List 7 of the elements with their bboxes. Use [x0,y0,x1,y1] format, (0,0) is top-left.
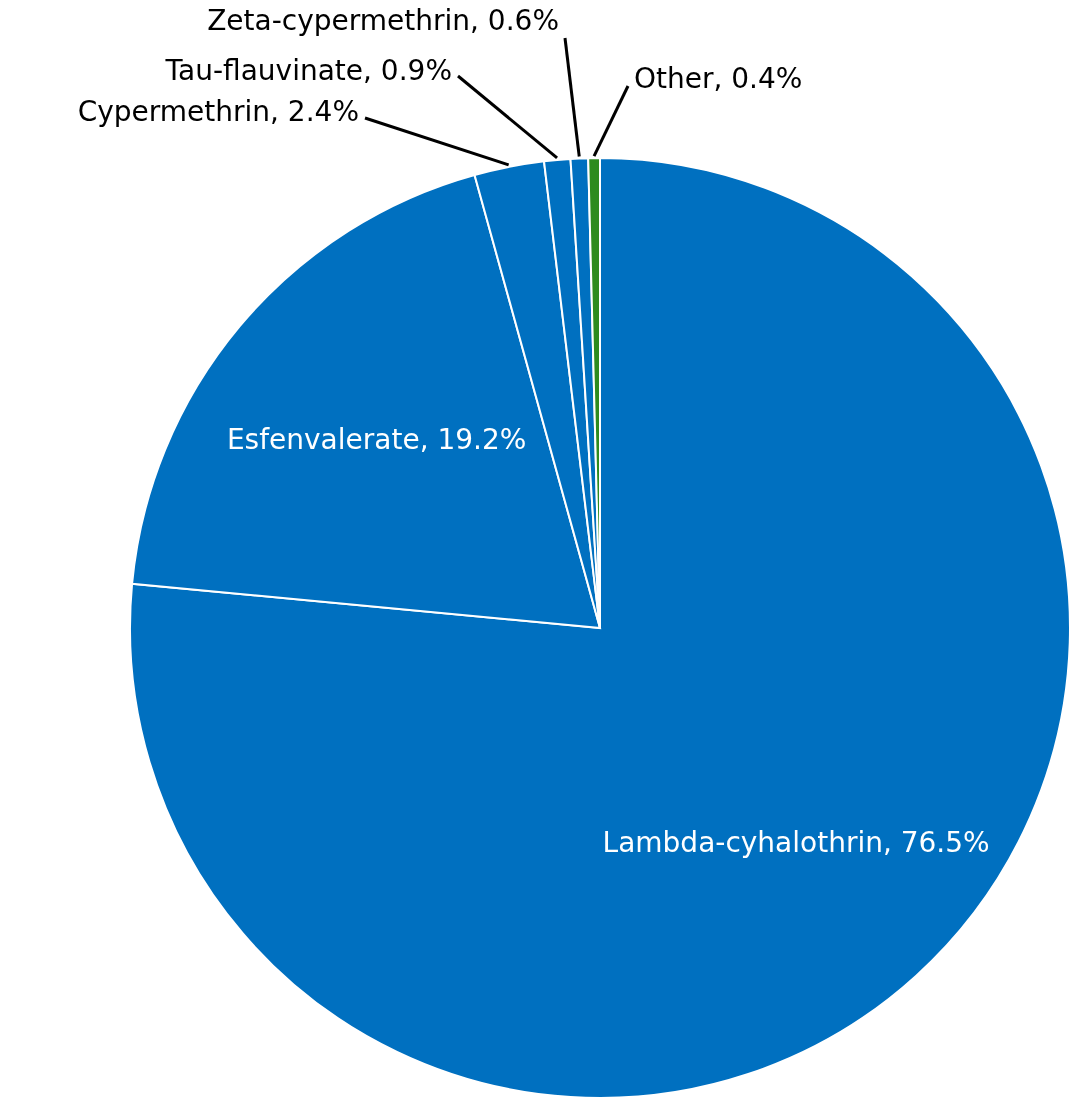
slice-label: Esfenvalerate, 19.2% [226,422,527,456]
pie-slice [129,157,1071,1099]
slice-label: Tau-flauvinate, 0.9% [164,54,452,87]
slice-label: Lambda-cyhalothrin, 76.5% [602,825,990,859]
slice-label: Cypermethrin, 2.4% [77,95,359,128]
slice-label: Other, 0.4% [634,62,803,95]
slice-label: Zeta-cypermethrin, 0.6% [207,4,559,37]
